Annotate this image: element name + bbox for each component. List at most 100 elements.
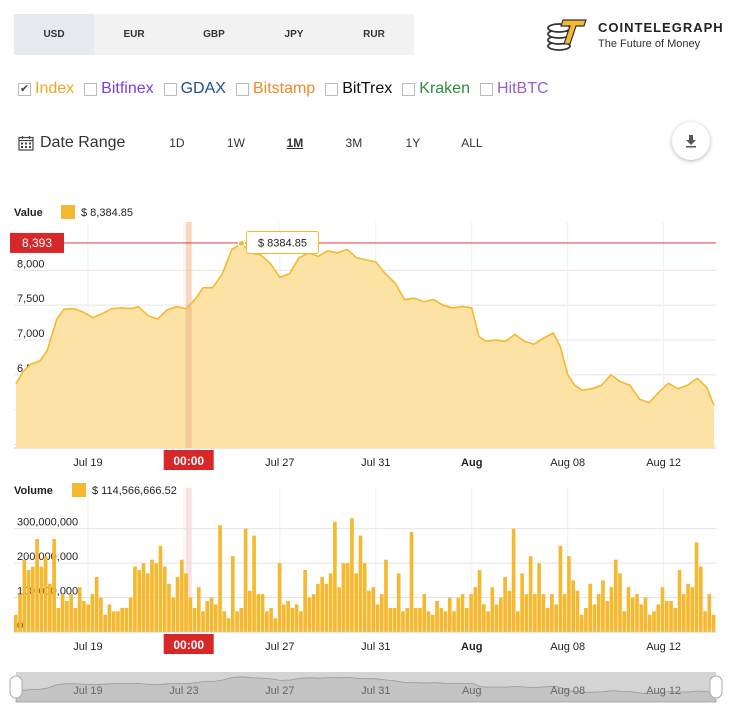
volume-bar: [235, 611, 239, 632]
exchange-index[interactable]: ✔ Index: [18, 80, 74, 98]
volume-bar: [128, 597, 133, 632]
price-x-tick-label: Jul 31: [361, 457, 390, 469]
volume-bar: [511, 528, 516, 632]
volume-bar: [107, 604, 112, 632]
date-range-title: Date Range: [40, 134, 126, 151]
volume-bar: [116, 611, 120, 632]
volume-x-tick-label: Aug: [461, 641, 482, 653]
volume-y-tick-label: 100,000,000: [17, 586, 78, 598]
navigator-left-handle[interactable]: [9, 675, 23, 699]
volume-bar: [575, 590, 580, 632]
volume-bar: [39, 566, 44, 632]
exchange-hitbtc[interactable]: HitBTC: [479, 80, 549, 98]
volume-y-tick-label: 200,000,000: [17, 551, 78, 563]
volume-bar: [158, 545, 163, 632]
volume-bar: [133, 566, 137, 632]
volume-bar: [388, 607, 393, 632]
volume-bar: [554, 604, 558, 632]
volume-bar: [430, 614, 435, 632]
volume-bar: [311, 594, 316, 632]
volume-bar: [677, 570, 682, 632]
checkbox-icon[interactable]: [84, 82, 98, 96]
volume-bar: [669, 601, 673, 632]
volume-bar: [494, 604, 499, 632]
range-all-button[interactable]: ALL: [461, 136, 483, 150]
range-navigator[interactable]: Jul 19 Jul 23 Jul 27 Jul 31 Aug Aug 08 Aug 12: [0, 668, 731, 708]
volume-bar: [333, 521, 337, 632]
volume-bar: [324, 583, 329, 632]
volume-bar: [584, 607, 588, 632]
volume-bar: [592, 604, 597, 632]
volume-bar: [286, 601, 290, 632]
volume-bar: [354, 573, 359, 632]
volume-bar: [379, 594, 384, 632]
currency-jpy-button[interactable]: JPY: [284, 29, 304, 40]
volume-bar: [269, 607, 273, 632]
volume-bar: [188, 597, 193, 632]
download-button[interactable]: [672, 122, 710, 160]
volume-y-tick-label: 300,000,000: [17, 517, 78, 529]
currency-rur-button[interactable]: RUR: [363, 29, 385, 40]
price-crosshair: [185, 222, 192, 448]
price-x-tick-label: Aug 08: [550, 457, 585, 469]
exchange-label: Index: [35, 80, 75, 97]
exchange-bittrex[interactable]: BitTrex: [325, 80, 392, 98]
currency-eur-button[interactable]: EUR: [123, 29, 145, 40]
range-1w-button[interactable]: 1W: [226, 136, 245, 150]
range-1m-button[interactable]: 1M: [286, 136, 304, 150]
volume-bar: [541, 594, 546, 632]
volume-bar: [328, 573, 333, 632]
price-legend-value: $ 8,384.85: [81, 207, 133, 219]
checkbox-icon[interactable]: [479, 82, 493, 96]
date-range-bar: Date Range 1D 1W 1M 3M 1Y ALL: [18, 128, 712, 158]
exchange-gdax[interactable]: GDAX: [163, 80, 226, 98]
volume-bar: [230, 556, 235, 632]
range-1y-button[interactable]: 1Y: [405, 136, 421, 150]
volume-bar: [43, 556, 48, 632]
volume-bar: [184, 573, 188, 632]
exchange-label: Bitfinex: [101, 80, 154, 97]
currency-usd-button[interactable]: USD: [14, 14, 94, 55]
volume-bar: [482, 604, 486, 632]
currency-gbp-button[interactable]: GBP: [203, 29, 225, 40]
volume-bar: [647, 614, 652, 632]
volume-bar: [167, 583, 171, 632]
price-crosshair-time-badge: [163, 450, 214, 470]
checkbox-icon[interactable]: [235, 82, 249, 96]
exchange-bitfinex[interactable]: Bitfinex: [84, 80, 154, 98]
volume-bar: [48, 583, 52, 632]
checkbox-icon[interactable]: [163, 82, 177, 96]
price-y-tick-label: 7,000: [17, 328, 45, 340]
volume-bar: [473, 587, 478, 632]
checkbox-icon[interactable]: [325, 82, 339, 96]
brand-name: COINTELEGRAPH: [598, 20, 724, 35]
volume-bar: [413, 607, 418, 632]
volume-bar: [226, 618, 231, 632]
volume-bar: [171, 597, 176, 632]
navigator-tick-label: Aug: [462, 685, 482, 697]
price-x-tick-label: Jul 19: [73, 457, 102, 469]
volume-bar: [320, 576, 324, 632]
volume-bar: [26, 570, 31, 632]
volume-bar: [703, 611, 707, 632]
navigator-right-handle[interactable]: [709, 675, 723, 699]
volume-bar: [273, 618, 278, 632]
checkbox-checked-icon[interactable]: ✔: [18, 82, 31, 96]
volume-bar: [426, 611, 431, 632]
volume-bar: [464, 607, 469, 632]
range-3m-button[interactable]: 3M: [345, 136, 363, 150]
volume-bar: [630, 597, 635, 632]
exchange-kraken[interactable]: Kraken: [402, 80, 470, 98]
range-1d-button[interactable]: 1D: [169, 136, 185, 150]
volume-bar: [618, 573, 622, 632]
exchange-bitstamp[interactable]: Bitstamp: [235, 80, 315, 98]
volume-bar: [499, 597, 503, 632]
volume-bar: [299, 611, 303, 632]
volume-bar: [435, 601, 439, 632]
volume-bar: [477, 570, 482, 632]
volume-bar: [443, 611, 448, 632]
volume-crosshair-time-badge: [163, 634, 214, 654]
checkbox-icon[interactable]: [402, 82, 416, 96]
cointelegraph-logo-icon: [547, 19, 587, 51]
volume-bar: [18, 594, 22, 632]
